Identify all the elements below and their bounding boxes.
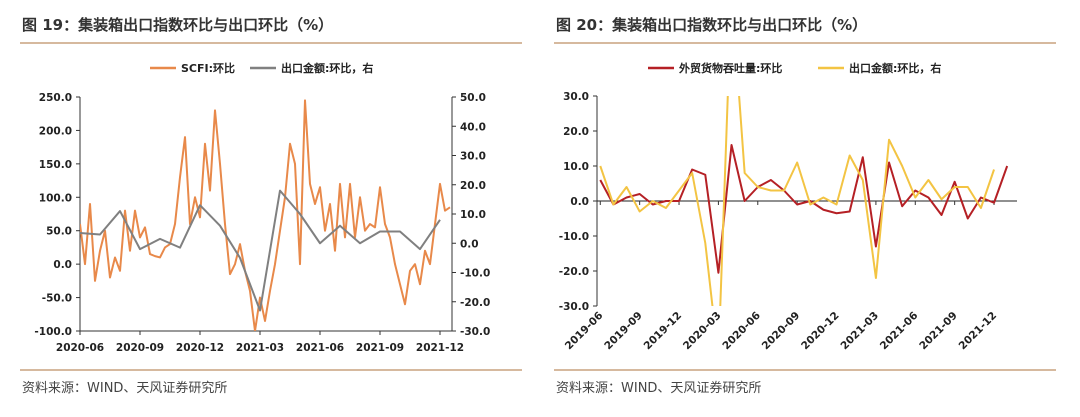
x-tick-label: 2019-06 [563, 310, 606, 353]
y-tick-label: 50.0 [46, 226, 72, 238]
y2-tick-label: -20.0 [460, 297, 490, 309]
x-tick-label: 2021-03 [236, 342, 284, 354]
x-tick-label: 2021-09 [917, 310, 960, 353]
x-tick-label: 2020-12 [799, 310, 842, 353]
x-tick-label: 2021-06 [296, 342, 344, 354]
x-tick-label: 2020-03 [681, 310, 724, 353]
x-tick-label: 2020-06 [56, 342, 104, 354]
y-tick-label: 10.0 [563, 161, 589, 173]
y-tick-label: 30.0 [563, 91, 589, 103]
y2-tick-label: -30.0 [460, 326, 490, 338]
chart-title: 图 20：集装箱出口指数环比与出口环比（%） [556, 16, 867, 34]
x-tick-label: 2021-12 [416, 342, 464, 354]
y-tick-label: 0.0 [570, 196, 589, 208]
series-line [599, 144, 1009, 274]
y2-tick-label: 10.0 [460, 209, 486, 221]
y2-tick-label: 30.0 [460, 151, 486, 163]
x-tick-label: 2020-06 [720, 310, 763, 353]
y-tick-label: 20.0 [563, 126, 589, 138]
series-line [80, 99, 451, 331]
plot-area [599, 96, 1009, 306]
legend-label: 外贸货物吞吐量:环比 [678, 61, 782, 75]
y2-tick-label: -10.0 [460, 268, 490, 280]
x-tick-label: 2019-12 [642, 310, 685, 353]
y-tick-label: 100.0 [39, 192, 72, 204]
x-tick-label: 2020-09 [760, 310, 803, 353]
x-tick-label: 2021-03 [838, 310, 881, 353]
y-tick-label: -10.0 [559, 231, 589, 243]
x-tick-label: 2021-06 [878, 310, 921, 353]
y-tick-label: -30.0 [559, 301, 589, 313]
y-tick-label: 250.0 [39, 92, 72, 104]
x-tick-label: 2019-09 [602, 310, 645, 353]
source-note: 资料来源：WIND、天风证券研究所 [22, 380, 227, 396]
y2-tick-label: 40.0 [460, 121, 486, 133]
y2-tick-label: 20.0 [460, 180, 486, 192]
legend-label: SCFI:环比 [181, 61, 235, 75]
legend-label: 出口金额:环比，右 [281, 61, 373, 75]
source-note: 资料来源：WIND、天风证券研究所 [556, 380, 761, 396]
chart-title: 图 19：集装箱出口指数环比与出口环比（%） [22, 16, 333, 34]
plot-area [80, 99, 451, 331]
legend-label: 出口金额:环比，右 [849, 61, 941, 75]
y2-tick-label: 50.0 [460, 92, 486, 104]
y-tick-label: 0.0 [53, 259, 72, 271]
x-tick-label: 2020-09 [116, 342, 164, 354]
y2-tick-label: 0.0 [460, 238, 479, 250]
y-tick-label: 200.0 [39, 125, 72, 137]
series-line [80, 189, 441, 312]
y-tick-label: 150.0 [39, 159, 72, 171]
series-line [599, 96, 995, 306]
x-tick-label: 2021-09 [356, 342, 404, 354]
x-tick-label: 2021-12 [957, 310, 1000, 353]
x-tick-label: 2020-12 [176, 342, 224, 354]
y-tick-label: -100.0 [34, 326, 72, 338]
y-tick-label: -50.0 [42, 293, 72, 305]
y-tick-label: -20.0 [559, 266, 589, 278]
